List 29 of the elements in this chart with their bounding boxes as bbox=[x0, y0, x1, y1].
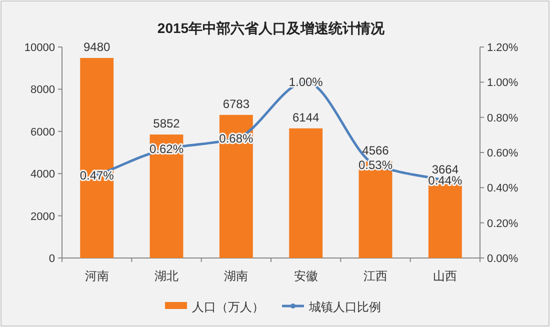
y2-tick-label: 1.00% bbox=[487, 77, 518, 90]
y-tick-label: 10000 bbox=[24, 42, 55, 54]
y2-tick-label: 0.20% bbox=[487, 218, 518, 230]
y2-tick-label: 0.40% bbox=[487, 182, 518, 195]
legend-label: 城镇人口比例 bbox=[308, 300, 381, 314]
x-tick-label: 河南 bbox=[84, 269, 109, 283]
y-tick-label: 2000 bbox=[30, 210, 55, 223]
y2-tick-label: 0.00% bbox=[487, 253, 518, 265]
data-label: 3664 bbox=[432, 162, 459, 177]
y-tick-label: 6000 bbox=[30, 126, 55, 138]
x-tick-label: 山西 bbox=[433, 269, 458, 283]
y2-tick-label: 0.60% bbox=[487, 148, 518, 160]
x-tick-label: 湖南 bbox=[224, 269, 248, 283]
x-tick-label: 安徽 bbox=[294, 269, 318, 283]
data-label: 9480 bbox=[83, 40, 111, 54]
x-tick-label: 湖北 bbox=[154, 269, 178, 283]
legend-label: 人口（万人） bbox=[192, 300, 264, 314]
data-label: 5852 bbox=[153, 116, 180, 131]
data-label: 0.47% bbox=[80, 168, 114, 182]
y-tick-label: 8000 bbox=[30, 84, 55, 96]
y-tick-label: 0 bbox=[48, 253, 55, 265]
y-tick-label: 4000 bbox=[30, 168, 55, 181]
data-label: 4566 bbox=[362, 144, 390, 158]
y2-tick-label: 0.80% bbox=[487, 112, 518, 124]
data-label: 6144 bbox=[292, 110, 320, 124]
x-tick-label: 江西 bbox=[364, 269, 388, 283]
chart-title: 2015年中部六省人口及增速统计情况 bbox=[157, 20, 386, 36]
y2-tick-label: 1.20% bbox=[487, 42, 518, 54]
data-label: 6783 bbox=[222, 96, 250, 111]
